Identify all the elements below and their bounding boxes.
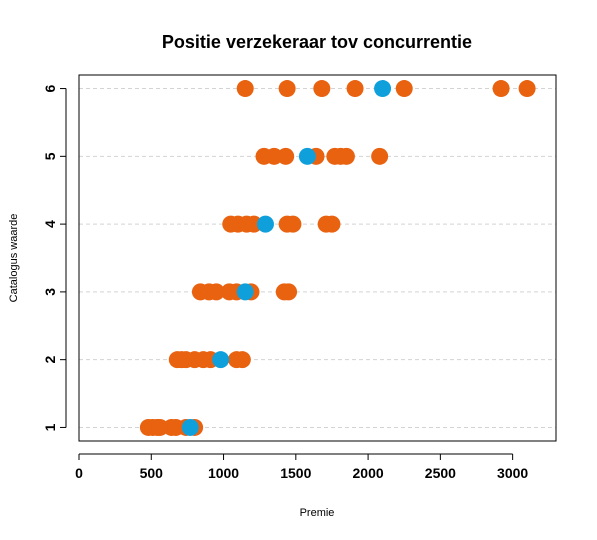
point-s2-2 xyxy=(212,351,230,369)
x-axis-label: Premie xyxy=(300,507,335,519)
y-tick-label-5: 5 xyxy=(42,152,58,160)
point-s1-24 xyxy=(280,283,298,301)
point-s1-35 xyxy=(277,147,295,165)
point-s1-44 xyxy=(346,80,364,98)
y-tick-label-6: 6 xyxy=(42,84,58,92)
x-tick-label-5: 2000 xyxy=(353,465,384,481)
y-tick-label-2: 2 xyxy=(42,356,58,364)
point-s1-45 xyxy=(395,80,413,98)
point-s1-19 xyxy=(207,283,225,301)
x-tick-label-3: 1000 xyxy=(208,465,239,481)
x-tick-label-2: 500 xyxy=(140,465,164,481)
plot-frame xyxy=(78,74,557,442)
data-points xyxy=(139,80,536,436)
point-s2-6 xyxy=(374,80,392,98)
point-s1-30 xyxy=(284,215,302,233)
x-tick-label-7: 3000 xyxy=(497,465,528,481)
x-tick-label-4: 1500 xyxy=(280,465,311,481)
point-s2-4 xyxy=(256,215,274,233)
point-s1-40 xyxy=(371,147,389,165)
point-s2-1 xyxy=(181,418,199,436)
x-tick-label-1: 0 xyxy=(75,465,83,481)
y-axis-label: Catalogus waarde xyxy=(8,214,20,303)
point-s1-43 xyxy=(313,80,331,98)
x-tick-label-6: 2500 xyxy=(425,465,456,481)
chart-title: Positie verzekeraar tov concurrentie xyxy=(162,32,472,52)
y-axis: 1 2 3 4 5 6 xyxy=(42,84,67,431)
point-s1-47 xyxy=(518,80,536,98)
point-s1-16 xyxy=(233,351,251,369)
point-s1-46 xyxy=(492,80,510,98)
x-axis: 0 500 1000 1500 2000 2500 3000 xyxy=(75,453,528,481)
point-s1-41 xyxy=(236,80,254,98)
y-tick-label-4: 4 xyxy=(42,220,58,228)
y-tick-label-1: 1 xyxy=(42,423,58,431)
point-s2-3 xyxy=(236,283,254,301)
point-s1-32 xyxy=(323,215,341,233)
point-s1-39 xyxy=(337,147,355,165)
point-s2-5 xyxy=(298,147,316,165)
point-s1-42 xyxy=(278,80,296,98)
y-tick-label-3: 3 xyxy=(42,288,58,296)
